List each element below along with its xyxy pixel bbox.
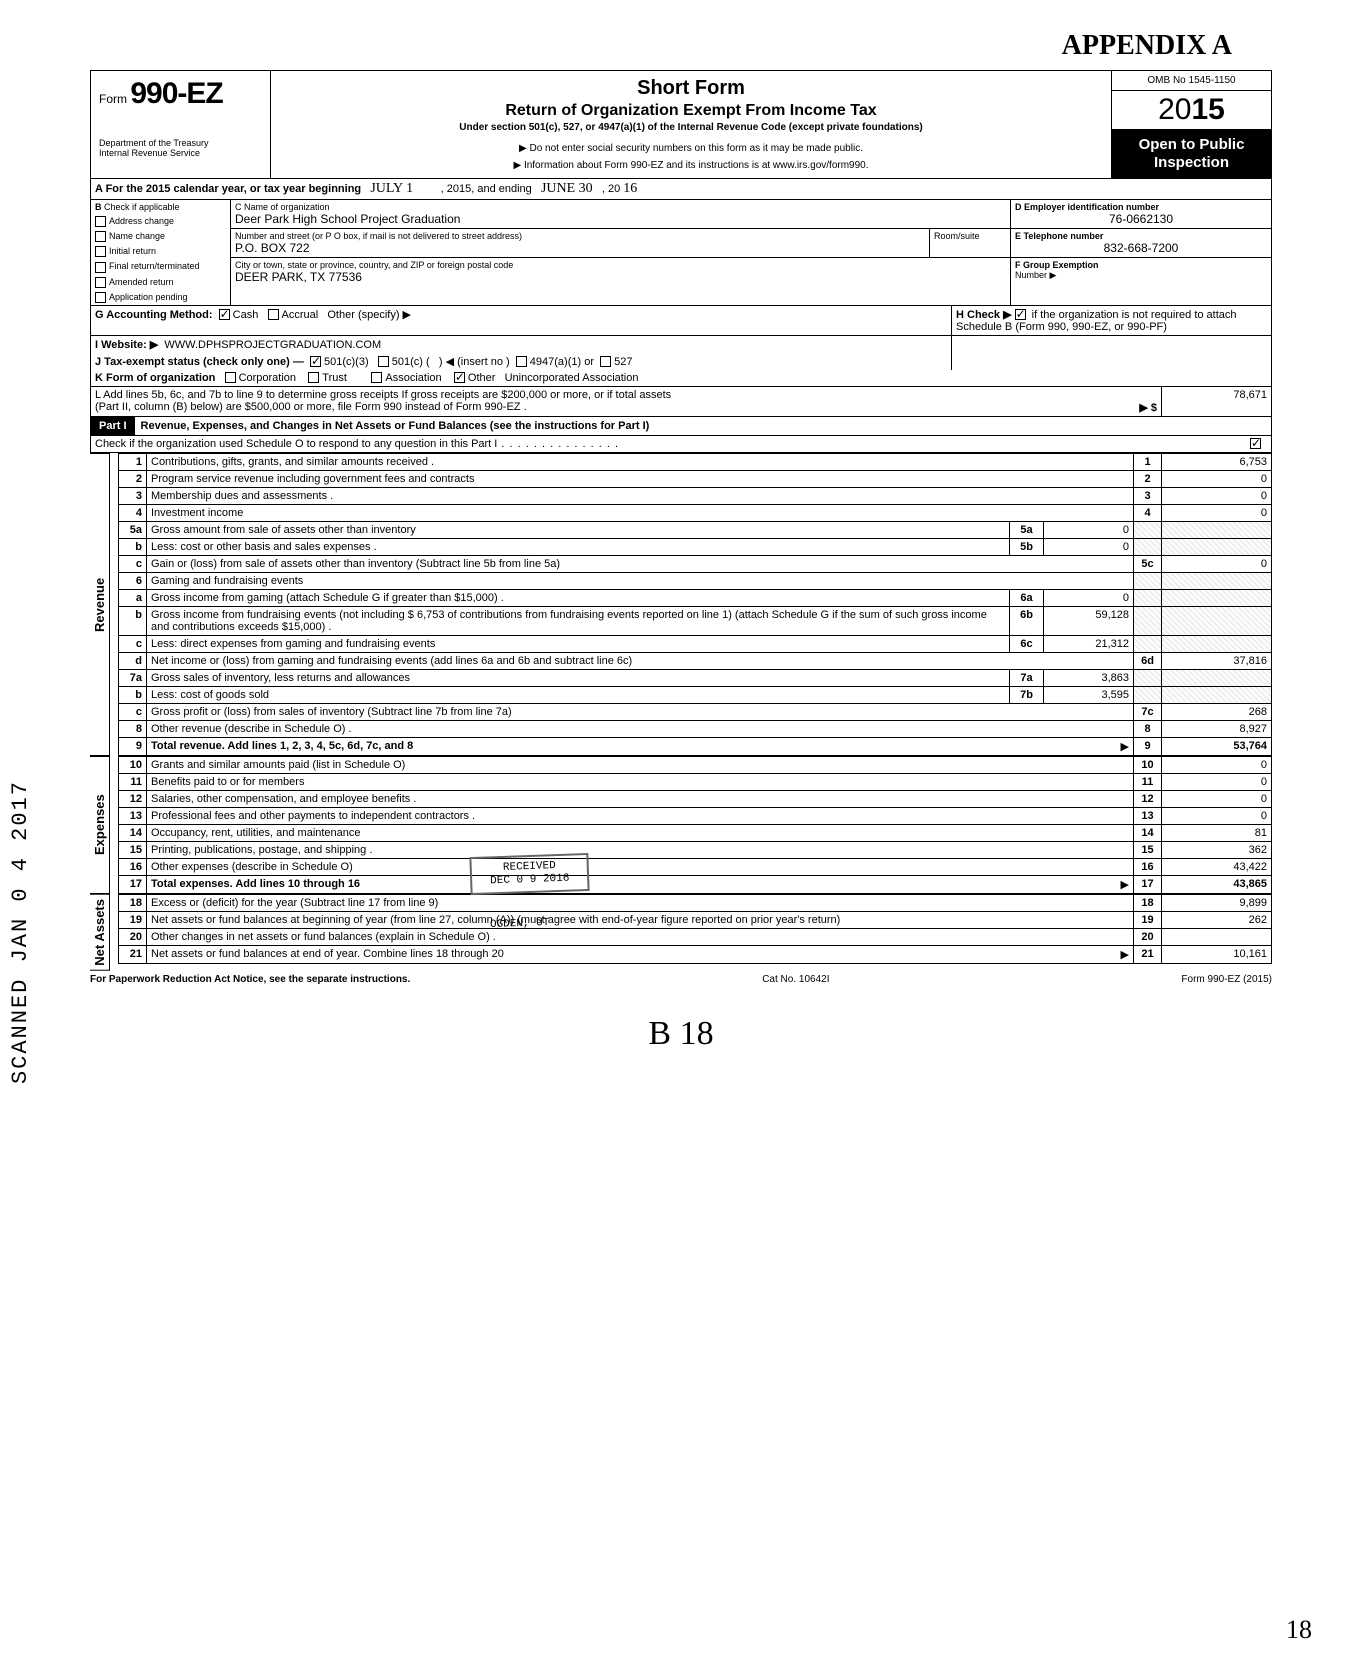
handwritten-bottom: B 18 [90,1015,1272,1053]
header-boxes: B Check if applicable Address changeName… [90,200,1272,306]
check-address-change: Address change [91,214,230,229]
page-number: 18 [1286,1615,1312,1645]
line-19: 19Net assets or fund balances at beginni… [119,911,1272,928]
expenses-section: Expenses 10Grants and similar amounts pa… [90,756,1272,894]
received-stamp: RECEIVED DEC 0 9 2016 [470,855,589,893]
line-d: dNet income or (loss) from gaming and fu… [119,652,1272,669]
line-2: 2Program service revenue including gover… [119,470,1272,487]
line-c: cGain or (loss) from sale of assets othe… [119,555,1272,572]
line-7a: 7aGross sales of inventory, less returns… [119,669,1272,686]
assoc-checkbox[interactable] [371,372,382,383]
phone: 832-668-7200 [1015,241,1267,255]
trust-checkbox[interactable] [308,372,319,383]
line-18: 18Excess or (deficit) for the year (Subt… [119,894,1272,911]
end-date: JUNE 30 [541,181,593,196]
gross-receipts: 78,671 [1161,387,1271,416]
line-10: 10Grants and similar amounts paid (list … [119,756,1272,773]
cash-checkbox[interactable] [219,309,230,320]
line-a: A For the 2015 calendar year, or tax yea… [90,179,1272,200]
line-13: 13Professional fees and other payments t… [119,807,1272,824]
schedule-o-checkbox[interactable] [1250,438,1261,449]
line-4: 4Investment income40 [119,504,1272,521]
website: WWW.DPHSPROJECTGRADUATION.COM [164,339,381,351]
line-c: cGross profit or (loss) from sales of in… [119,703,1272,720]
line-20: 20Other changes in net assets or fund ba… [119,928,1272,945]
line-5a: 5aGross amount from sale of assets other… [119,521,1272,538]
part-i-check: Check if the organization used Schedule … [90,436,1272,453]
netassets-section: Net Assets 18Excess or (deficit) for the… [90,894,1272,971]
check-application-pending: Application pending [91,290,230,305]
501c3-checkbox[interactable] [310,356,321,367]
title-info: ▶ Information about Form 990-EZ and its … [281,160,1101,171]
check-final-return-terminated: Final return/terminated [91,259,230,274]
tax-year: 2015 [1112,91,1271,130]
begin-date: JULY 1 [370,181,413,196]
title-ssn: ▶ Do not enter social security numbers o… [281,143,1101,154]
line-12: 12Salaries, other compensation, and empl… [119,790,1272,807]
org-city: DEER PARK, TX 77536 [235,270,362,284]
line-j: J Tax-exempt status (check only one) — 5… [90,353,1272,370]
check-name-change: Name change [91,229,230,244]
line-3: 3Membership dues and assessments .30 [119,487,1272,504]
line-g-h: G Accounting Method: Cash Accrual Other … [90,306,1272,336]
appendix-label: APPENDIX A [90,30,1272,62]
corp-checkbox[interactable] [225,372,236,383]
line-a: aGross income from gaming (attach Schedu… [119,589,1272,606]
line-14: 14Occupancy, rent, utilities, and mainte… [119,824,1272,841]
org-address: P.O. BOX 722 [235,241,310,255]
open-to-public: Open to Public Inspection [1112,130,1271,178]
title-section: Under section 501(c), 527, or 4947(a)(1)… [281,122,1101,133]
line-i: I Website: ▶ WWW.DPHSPROJECTGRADUATION.C… [90,336,1272,353]
check-initial-return: Initial return [91,244,230,259]
line-b: bLess: cost of goods sold7b3,595 [119,686,1272,703]
accrual-checkbox[interactable] [268,309,279,320]
501c-checkbox[interactable] [378,356,389,367]
other-checkbox[interactable] [454,372,465,383]
title-return: Return of Organization Exempt From Incom… [281,102,1101,120]
omb-number: OMB No 1545-1150 [1112,71,1271,91]
title-short-form: Short Form [281,77,1101,100]
schedule-b-checkbox[interactable] [1015,309,1026,320]
line-1: 1Contributions, gifts, grants, and simil… [119,453,1272,470]
revenue-section: Revenue 1Contributions, gifts, grants, a… [90,453,1272,756]
form-header: Form 990-EZ Department of the Treasury I… [90,70,1272,179]
form-number: Form 990-EZ [99,77,262,111]
part-i-header: Part I Revenue, Expenses, and Changes in… [90,417,1272,436]
line-k: K Form of organization Corporation Trust… [90,370,1272,387]
line-21: 21Net assets or fund balances at end of … [119,945,1272,963]
line-b: bGross income from fundraising events (n… [119,606,1272,635]
line-8: 8Other revenue (describe in Schedule O) … [119,720,1272,737]
line-15: 15Printing, publications, postage, and s… [119,841,1272,858]
dept: Department of the Treasury Internal Reve… [99,139,262,159]
line-6: 6Gaming and fundraising events [119,572,1272,589]
org-name: Deer Park High School Project Graduation [235,212,460,226]
line-b: bLess: cost or other basis and sales exp… [119,538,1272,555]
page-footer: For Paperwork Reduction Act Notice, see … [90,974,1272,985]
line-l: L Add lines 5b, 6c, and 7b to line 9 to … [90,387,1272,417]
line-9: 9Total revenue. Add lines 1, 2, 3, 4, 5c… [119,737,1272,755]
ein: 76-0662130 [1015,212,1267,226]
scanned-stamp: SCANNED JAN 0 4 2017 [8,780,33,1084]
check-amended-return: Amended return [91,275,230,290]
line-11: 11Benefits paid to or for members110 [119,773,1272,790]
527-checkbox[interactable] [600,356,611,367]
line-c: cLess: direct expenses from gaming and f… [119,635,1272,652]
4947-checkbox[interactable] [516,356,527,367]
org-form-other: Unincorporated Association [505,372,639,384]
ogden-stamp: OGDEN, UT [490,917,550,932]
line-16: 16Other expenses (describe in Schedule O… [119,858,1272,875]
line-17: 17Total expenses. Add lines 10 through 1… [119,875,1272,893]
